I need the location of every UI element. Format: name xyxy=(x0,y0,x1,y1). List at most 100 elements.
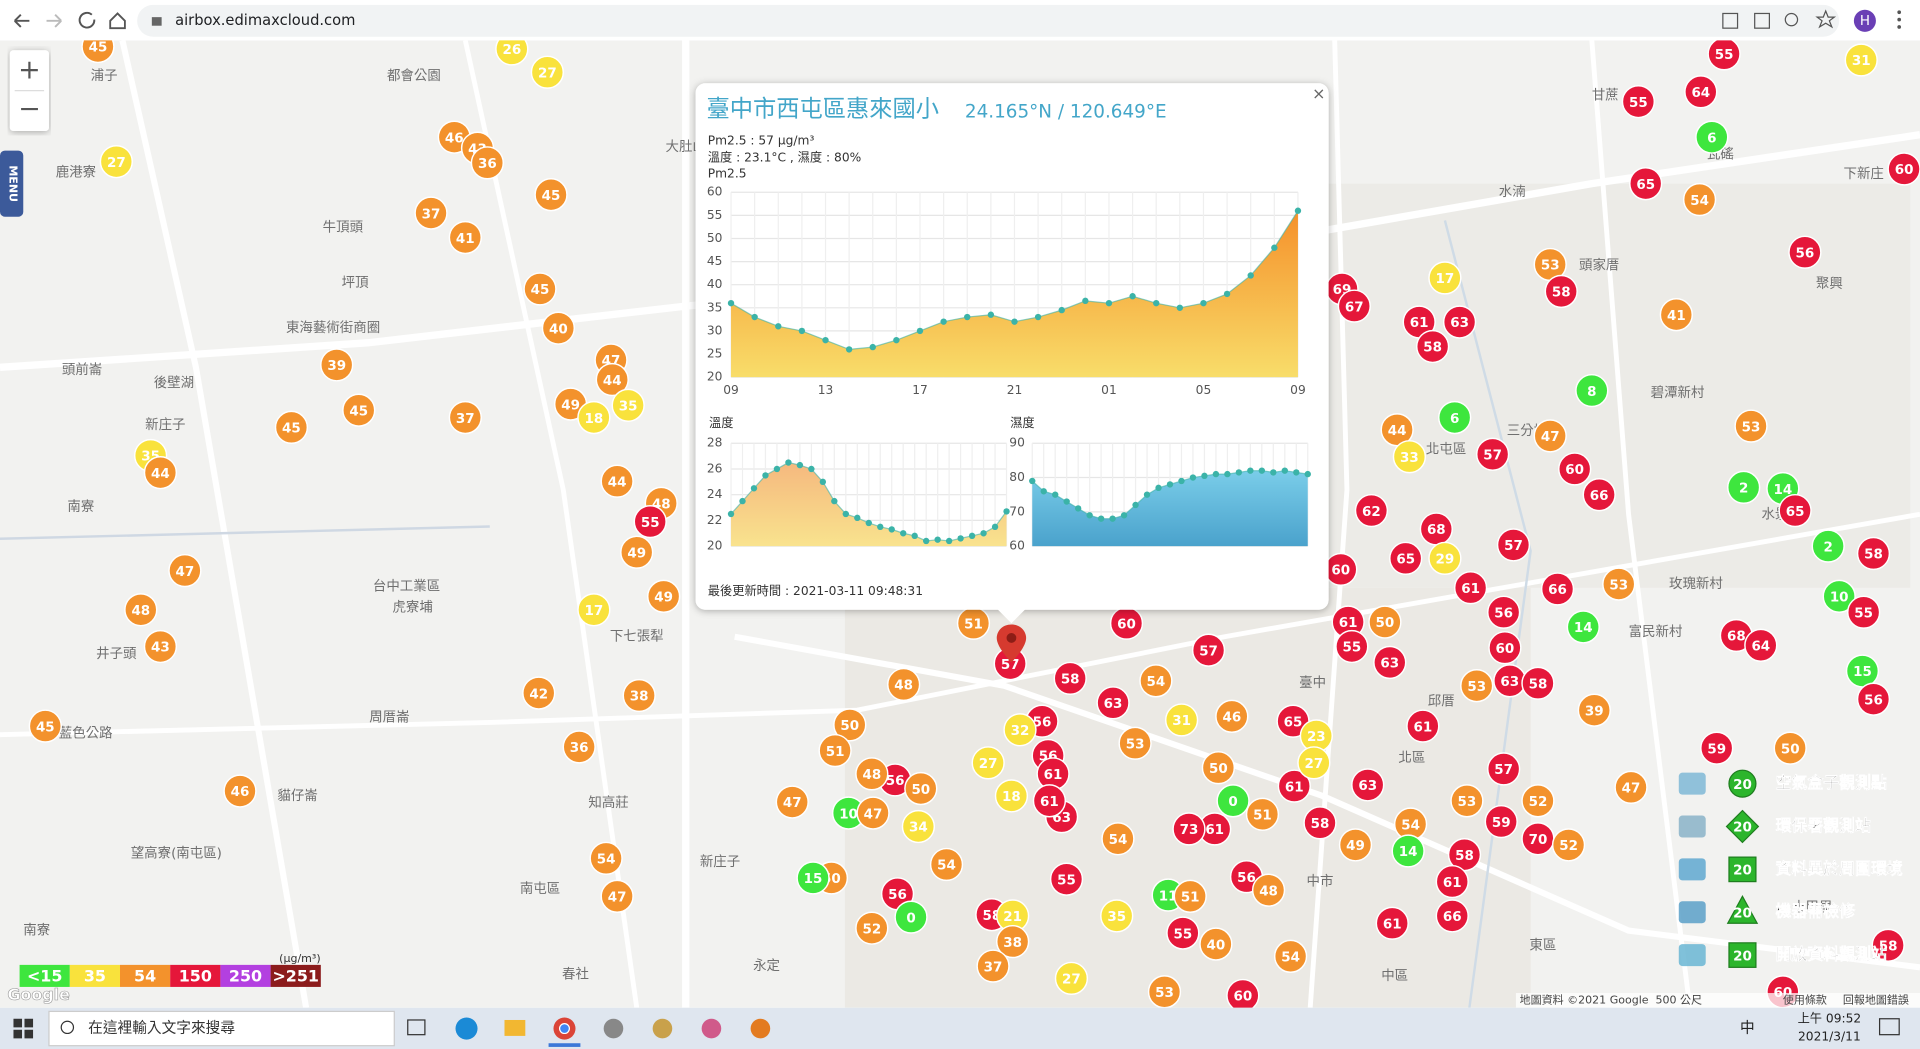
zoom-icon[interactable] xyxy=(1784,12,1799,27)
station-marker[interactable] xyxy=(1773,731,1807,765)
station-marker[interactable] xyxy=(143,629,178,664)
station-marker[interactable] xyxy=(1476,437,1510,471)
station-marker[interactable] xyxy=(1100,899,1134,933)
station-marker[interactable] xyxy=(1406,709,1440,743)
address-bar[interactable] xyxy=(137,4,1840,37)
station-marker[interactable] xyxy=(1496,528,1531,562)
station-marker[interactable] xyxy=(1487,752,1521,786)
popup-close[interactable]: × xyxy=(1312,84,1325,103)
profile-avatar[interactable] xyxy=(1853,9,1876,32)
station-marker[interactable] xyxy=(530,55,564,89)
station-marker[interactable] xyxy=(1416,329,1450,364)
station-marker[interactable] xyxy=(856,796,890,830)
station-marker[interactable] xyxy=(1558,452,1592,486)
station-marker[interactable] xyxy=(28,709,62,743)
station-marker[interactable] xyxy=(1245,797,1280,831)
station-marker[interactable] xyxy=(1337,289,1371,323)
report-link[interactable]: 回報地圖錯誤 xyxy=(1843,992,1909,1006)
menu-dot[interactable] xyxy=(1897,10,1902,15)
station-marker[interactable] xyxy=(143,455,178,490)
station-marker[interactable] xyxy=(1118,726,1152,760)
station-marker[interactable] xyxy=(1438,400,1472,435)
start-button[interactable] xyxy=(13,1018,34,1039)
app-explorer[interactable] xyxy=(504,1019,526,1036)
station-marker[interactable] xyxy=(611,388,645,422)
station-marker[interactable] xyxy=(1847,595,1881,629)
station-marker[interactable] xyxy=(1354,493,1389,528)
station-marker[interactable] xyxy=(1533,419,1567,453)
station-marker[interactable] xyxy=(523,272,557,306)
station-marker[interactable] xyxy=(1856,682,1891,716)
station-marker[interactable] xyxy=(1707,38,1741,71)
station-marker[interactable] xyxy=(1487,595,1521,629)
station-marker[interactable] xyxy=(1199,927,1233,961)
station-marker[interactable] xyxy=(1727,470,1761,504)
station-marker[interactable] xyxy=(1166,916,1200,950)
zoom-in[interactable]: + xyxy=(18,55,41,86)
task-view[interactable] xyxy=(407,1019,426,1036)
station-marker[interactable] xyxy=(1335,629,1369,664)
station-marker[interactable] xyxy=(1544,274,1578,309)
station-marker[interactable] xyxy=(1389,541,1423,576)
zoom-out[interactable]: − xyxy=(18,94,41,125)
station-marker[interactable] xyxy=(168,553,202,588)
station-marker[interactable] xyxy=(1442,305,1477,339)
menu-button[interactable] xyxy=(0,150,24,217)
station-marker[interactable] xyxy=(1392,440,1427,474)
station-marker[interactable] xyxy=(1788,235,1822,269)
station-marker[interactable] xyxy=(1521,784,1555,818)
station-marker[interactable] xyxy=(1054,961,1089,996)
station-marker[interactable] xyxy=(622,678,656,713)
station-marker[interactable] xyxy=(1049,862,1084,896)
station-marker[interactable] xyxy=(1338,828,1373,862)
station-marker[interactable] xyxy=(1096,686,1130,720)
station-marker[interactable] xyxy=(796,861,830,895)
station-marker[interactable] xyxy=(1139,664,1173,698)
station-marker[interactable] xyxy=(1147,975,1182,1008)
station-marker[interactable] xyxy=(1856,536,1891,571)
station-marker[interactable] xyxy=(1551,828,1586,862)
search-box[interactable] xyxy=(48,1010,395,1047)
station-marker[interactable] xyxy=(1273,939,1308,973)
station-marker[interactable] xyxy=(1602,567,1636,601)
station-marker[interactable] xyxy=(223,774,257,808)
station-marker[interactable] xyxy=(1577,693,1611,727)
station-marker[interactable] xyxy=(1375,906,1409,940)
terms-link[interactable]: 使用條款 xyxy=(1783,992,1827,1006)
station-marker[interactable] xyxy=(775,785,809,819)
station-marker[interactable] xyxy=(1453,571,1488,605)
station-marker[interactable] xyxy=(534,178,568,212)
station-marker[interactable] xyxy=(833,708,867,742)
station-marker[interactable] xyxy=(1435,899,1469,933)
station-marker[interactable] xyxy=(522,676,556,710)
station-marker[interactable] xyxy=(1484,804,1518,839)
station-marker[interactable] xyxy=(1391,834,1425,868)
station-marker[interactable] xyxy=(929,847,964,882)
station-marker[interactable] xyxy=(1629,167,1663,201)
station-marker[interactable] xyxy=(855,757,889,791)
station-marker[interactable] xyxy=(1101,822,1135,856)
station-marker[interactable] xyxy=(1351,768,1385,802)
translate-icon[interactable] xyxy=(1754,12,1770,29)
ime-indicator[interactable]: 中 xyxy=(1740,1020,1755,1037)
station-marker[interactable] xyxy=(976,949,1010,983)
back-button[interactable] xyxy=(14,14,30,28)
station-marker[interactable] xyxy=(1201,751,1236,785)
station-marker[interactable] xyxy=(600,879,634,913)
station-marker[interactable] xyxy=(1700,731,1734,765)
station-marker[interactable] xyxy=(414,196,448,230)
station-marker[interactable] xyxy=(495,33,529,66)
station-marker[interactable] xyxy=(1226,978,1260,1012)
station-marker[interactable] xyxy=(1373,645,1407,680)
station-marker[interactable] xyxy=(274,410,309,444)
station-marker[interactable] xyxy=(818,733,852,768)
station-marker[interactable] xyxy=(595,362,629,397)
station-marker[interactable] xyxy=(1032,784,1067,818)
station-marker[interactable] xyxy=(1582,478,1616,512)
station-marker[interactable] xyxy=(541,311,576,345)
station-marker[interactable] xyxy=(81,31,115,64)
app-icon[interactable] xyxy=(603,1018,624,1039)
station-marker[interactable] xyxy=(1215,699,1249,733)
station-marker[interactable] xyxy=(1251,873,1286,907)
station-marker[interactable] xyxy=(1521,666,1555,700)
